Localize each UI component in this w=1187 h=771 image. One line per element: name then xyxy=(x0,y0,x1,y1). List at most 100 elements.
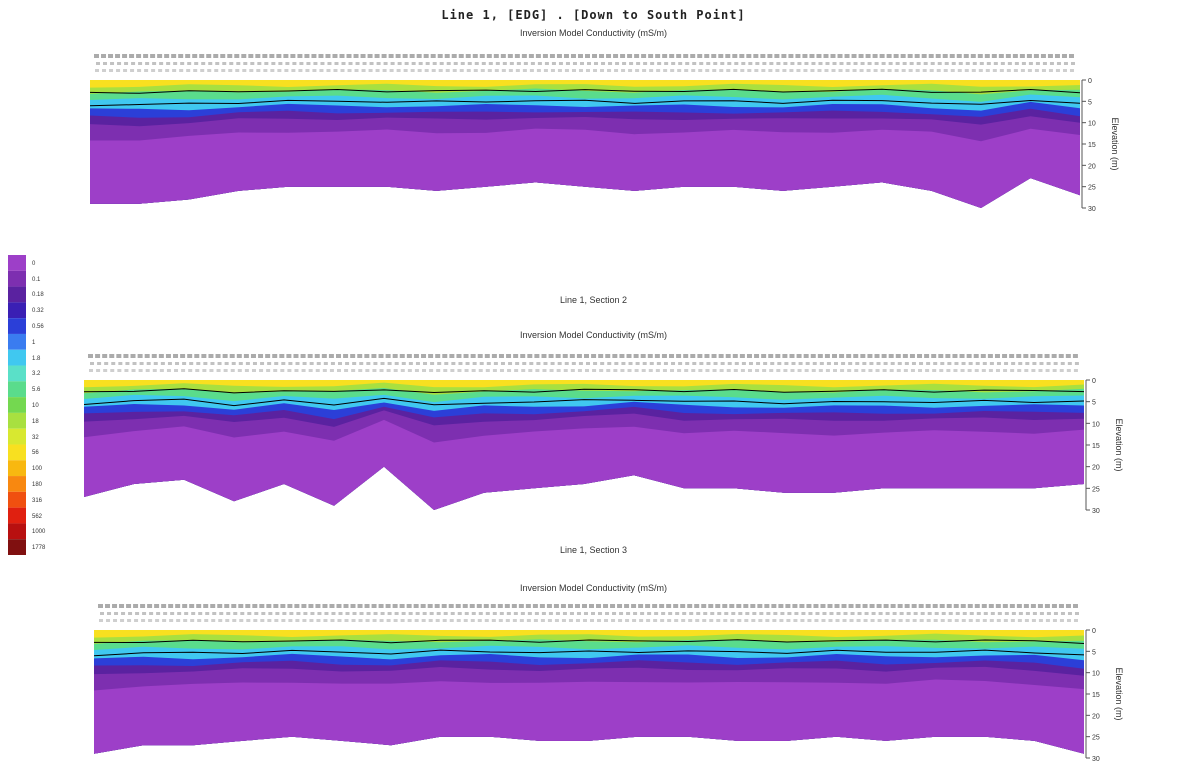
station-label xyxy=(908,69,913,72)
station-label xyxy=(851,54,857,58)
station-label xyxy=(680,604,686,608)
station-label xyxy=(387,612,392,615)
station-label xyxy=(407,369,412,372)
station-label xyxy=(485,369,490,372)
station-label xyxy=(903,369,908,372)
station-label xyxy=(178,54,184,58)
station-label xyxy=(174,369,179,372)
station-label xyxy=(387,362,392,365)
station-label xyxy=(1023,604,1029,608)
colorbar-label: 56 xyxy=(32,450,39,457)
station-label xyxy=(519,619,524,622)
contour-line-2 xyxy=(90,99,1081,107)
station-label xyxy=(668,612,673,615)
station-label xyxy=(634,369,639,372)
station-label xyxy=(802,54,808,58)
station-label xyxy=(548,612,553,615)
station-label xyxy=(958,62,963,65)
station-label xyxy=(378,354,384,358)
station-label xyxy=(829,612,834,615)
station-label xyxy=(923,62,928,65)
station-label xyxy=(738,612,743,615)
station-label xyxy=(776,62,781,65)
station-label xyxy=(319,69,324,72)
station-label xyxy=(698,69,703,72)
station-label xyxy=(563,369,568,372)
station-label xyxy=(1069,69,1074,72)
station-label xyxy=(777,362,782,365)
station-label xyxy=(909,62,914,65)
station-label xyxy=(998,54,1004,58)
station-label xyxy=(624,604,630,608)
station-label xyxy=(1053,362,1058,365)
station-label xyxy=(982,362,987,365)
station-label xyxy=(567,604,573,608)
station-label xyxy=(189,362,194,365)
station-label xyxy=(322,604,328,608)
station-label xyxy=(830,54,836,58)
station-label xyxy=(901,69,906,72)
station-label xyxy=(374,54,380,58)
station-label xyxy=(946,369,951,372)
station-label xyxy=(952,354,958,358)
station-label xyxy=(627,54,633,58)
station-label xyxy=(553,604,559,608)
station-label xyxy=(404,62,409,65)
station-label xyxy=(598,612,603,615)
station-label xyxy=(815,612,820,615)
station-label xyxy=(633,612,638,615)
station-label xyxy=(759,612,764,615)
station-label xyxy=(1026,54,1032,58)
station-label xyxy=(252,362,257,365)
station-label xyxy=(478,612,483,615)
station-label xyxy=(98,604,103,608)
station-label xyxy=(382,69,387,72)
station-label xyxy=(295,362,300,365)
station-label xyxy=(522,69,527,72)
station-label xyxy=(211,619,216,622)
station-label xyxy=(752,612,757,615)
station-label xyxy=(918,604,924,608)
station-label xyxy=(341,62,346,65)
station-label xyxy=(980,354,986,358)
station-label xyxy=(124,62,129,65)
station-label xyxy=(586,362,590,365)
station-label xyxy=(967,369,972,372)
station-label xyxy=(600,362,605,365)
station-label xyxy=(961,619,966,622)
station-label xyxy=(436,369,441,372)
station-label xyxy=(946,604,952,608)
station-label xyxy=(853,354,859,358)
station-label xyxy=(576,354,582,358)
station-label xyxy=(360,54,366,58)
station-label xyxy=(1018,362,1023,365)
station-label xyxy=(182,362,187,365)
station-label xyxy=(754,354,760,358)
station-label xyxy=(129,54,135,58)
station-label xyxy=(847,369,852,372)
station-label xyxy=(413,354,419,358)
station-label xyxy=(867,62,872,65)
contour-line-1 xyxy=(84,388,1085,394)
station-label xyxy=(570,54,576,58)
station-label xyxy=(451,362,456,365)
station-label xyxy=(437,54,443,58)
station-label xyxy=(421,354,427,358)
station-label xyxy=(106,619,111,622)
station-label xyxy=(555,612,560,615)
station-label xyxy=(1051,354,1057,358)
station-label xyxy=(430,362,435,365)
station-label xyxy=(726,69,731,72)
station-label xyxy=(332,54,338,58)
station-label xyxy=(533,619,538,622)
station-label xyxy=(187,62,192,65)
colorbar-label: 180 xyxy=(32,481,43,488)
station-label xyxy=(159,62,164,65)
station-label xyxy=(810,69,815,72)
station-label xyxy=(733,69,738,72)
station-label xyxy=(305,69,310,72)
station-label xyxy=(834,604,840,608)
station-label xyxy=(158,69,163,72)
station-label xyxy=(562,354,568,358)
station-label xyxy=(152,62,157,65)
